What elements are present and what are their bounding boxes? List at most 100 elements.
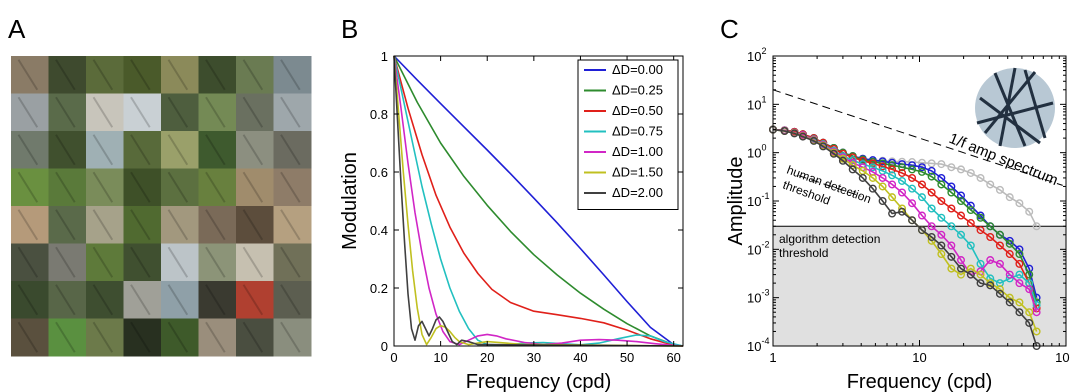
mosaic-texture	[92, 59, 114, 91]
mosaic-texture	[55, 209, 76, 241]
mosaic-tile	[273, 131, 312, 169]
mosaic-texture	[92, 209, 114, 241]
series-line-b	[393, 55, 684, 347]
series-marker-c	[917, 163, 926, 172]
mosaic-tile	[11, 318, 49, 357]
mosaic-texture	[130, 171, 151, 203]
mosaic-tile	[86, 56, 124, 94]
mosaic-tile	[198, 131, 237, 169]
mosaic-texture	[167, 321, 189, 353]
series-marker-c	[1025, 207, 1034, 216]
annotation-algorithm-2: threshold	[779, 246, 828, 260]
x-tick-label-c: 100	[1055, 350, 1070, 365]
series-marker-c	[957, 191, 966, 200]
mosaic-tile	[198, 168, 237, 207]
series-marker-c	[927, 159, 936, 168]
mosaic-texture	[280, 96, 301, 128]
mosaic-tile	[236, 206, 274, 244]
series-marker-c	[927, 188, 936, 197]
panel-label-c: C	[720, 14, 739, 44]
legend-label-b: ΔD=0.25	[612, 83, 663, 98]
y-tick-label-c: 10-3	[747, 288, 769, 306]
x-tick-label-c: 10	[912, 350, 926, 365]
mosaic-tile	[86, 281, 124, 319]
inset-branch	[976, 101, 1054, 125]
series-marker-c	[1025, 270, 1034, 279]
mosaic-tile	[123, 56, 162, 94]
mosaic-texture	[280, 59, 301, 91]
x-tick-label-b: 50	[620, 350, 634, 365]
series-marker-c	[917, 211, 926, 220]
series-marker-c	[937, 196, 946, 205]
mosaic-texture	[167, 246, 189, 278]
series-marker-c	[986, 180, 995, 189]
mosaic-texture	[130, 96, 151, 128]
mosaic-tile	[273, 318, 312, 357]
mosaic-texture	[205, 246, 226, 278]
series-marker-c	[947, 252, 956, 261]
series-marker-c	[1005, 193, 1014, 202]
mosaic-tile	[86, 206, 124, 244]
series-marker-c	[927, 222, 936, 231]
mosaic-texture	[167, 171, 189, 203]
y-tick-label-b: 1	[381, 49, 388, 64]
series-marker-c	[917, 158, 926, 167]
y-tick-label-b: 0.4	[370, 223, 388, 238]
inset-image	[975, 68, 1055, 148]
mosaic-tile	[123, 131, 162, 169]
series-marker-c	[1015, 199, 1024, 208]
series-marker-c	[1032, 308, 1041, 317]
series-marker-c	[898, 207, 907, 216]
mosaic-texture	[280, 209, 301, 241]
mosaic-texture	[17, 96, 39, 128]
mosaic-texture	[167, 284, 189, 316]
mosaic-texture	[92, 134, 114, 166]
series-marker-c	[947, 241, 956, 250]
mosaic-texture	[280, 246, 301, 278]
mosaic-texture	[130, 59, 151, 91]
mosaic-texture	[17, 246, 39, 278]
series-marker-c	[927, 172, 936, 181]
series-marker-c	[937, 230, 946, 239]
series-marker-c	[1032, 327, 1041, 336]
series-marker-c	[986, 222, 995, 231]
mosaic-texture	[130, 246, 151, 278]
mosaic-tile	[273, 206, 312, 244]
series-marker-c	[868, 173, 877, 182]
ref-line-dashed	[772, 89, 1063, 186]
series-marker-c	[937, 213, 946, 222]
series-marker-c	[966, 270, 975, 279]
series-marker-c	[790, 129, 799, 138]
series-marker-c	[957, 196, 966, 205]
series-marker-c	[848, 165, 857, 174]
series-marker-c	[908, 216, 917, 225]
series-marker-c	[878, 173, 887, 182]
y-tick-label-c: 100	[747, 143, 766, 161]
mosaic-texture	[242, 96, 264, 128]
mosaic-texture	[55, 321, 76, 353]
mosaic-tile	[236, 168, 274, 207]
mosaic-texture	[130, 321, 151, 353]
annotation-algorithm-1: algorithm detection	[779, 232, 880, 246]
mosaic-texture	[242, 171, 264, 203]
legend-label-b: ΔD=0.75	[612, 124, 663, 139]
mosaic-tile	[123, 93, 162, 132]
series-marker-c	[780, 127, 789, 136]
series-marker-c	[927, 232, 936, 241]
mosaic-tile	[161, 93, 199, 132]
series-marker-c	[947, 204, 956, 213]
y-tick-label-c: 10-2	[747, 239, 769, 257]
mosaic-tile	[11, 168, 49, 207]
series-marker-c	[1005, 270, 1014, 279]
mosaic-texture	[130, 209, 151, 241]
series-marker-c	[927, 204, 936, 213]
series-marker-c	[976, 226, 985, 235]
series-marker-c	[908, 199, 917, 208]
y-axis-label-b: Modulation	[339, 152, 361, 250]
mosaic-tile	[11, 206, 49, 244]
series-marker-c	[898, 157, 907, 166]
mosaic-tile	[161, 131, 199, 169]
series-marker-c	[798, 132, 807, 141]
series-marker-c	[1005, 239, 1014, 248]
